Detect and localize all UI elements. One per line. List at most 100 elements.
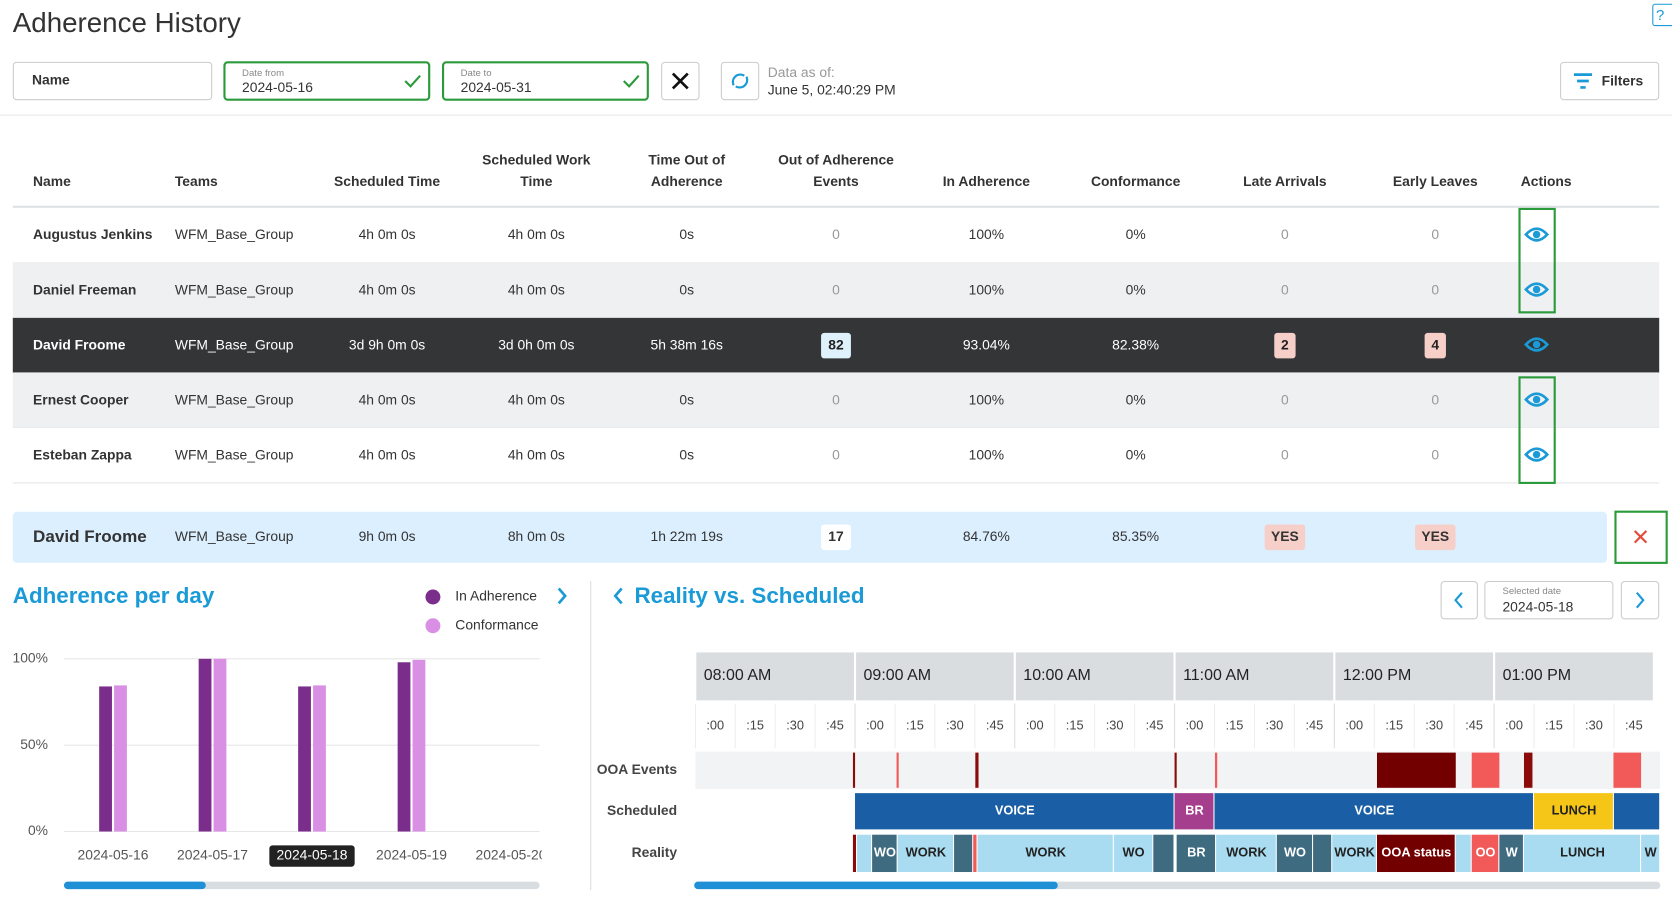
column-header: Scheduled Time	[334, 173, 440, 189]
timeline-title: Reality vs. Scheduled	[634, 583, 864, 608]
quarter-label: :45	[1465, 717, 1483, 732]
scheduled-block	[1614, 793, 1659, 829]
view-icon-pupil[interactable]	[1533, 396, 1540, 403]
quarter-label: :45	[1146, 717, 1164, 732]
ooa-event	[1472, 753, 1500, 788]
block-label: WORK	[1025, 845, 1066, 860]
view-icon-pupil[interactable]	[1533, 231, 1540, 238]
quarter-label: :30	[946, 717, 964, 732]
block-label: OOA status	[1381, 845, 1451, 860]
cell: 4h 0m 0s	[508, 391, 565, 407]
block-label: WORK	[906, 845, 947, 860]
cell: WFM_Base_Group	[175, 446, 294, 462]
back-arrow[interactable]	[615, 588, 621, 603]
cell: 82.38%	[1112, 336, 1159, 352]
cell: WFM_Base_Group	[175, 281, 294, 297]
column-header: Time Out of	[648, 152, 725, 168]
column-header: Scheduled Work	[482, 152, 591, 168]
refresh-button[interactable]	[721, 62, 758, 99]
cell: 0	[1431, 446, 1439, 462]
next-arrow[interactable]	[559, 588, 565, 603]
scrollbar-thumb[interactable]	[694, 882, 1058, 889]
y-tick-label: 100%	[13, 649, 48, 665]
reality-block	[853, 835, 856, 872]
selected-date-label: Selected date	[1502, 586, 1561, 597]
cell: 0%	[1126, 391, 1146, 407]
row-label: OOA Events	[597, 761, 678, 777]
reality-block	[857, 835, 871, 872]
cell: 0	[1281, 226, 1289, 242]
cell: 0	[832, 391, 840, 407]
cell: WFM_Base_Group	[175, 391, 294, 407]
ooa-event	[975, 753, 978, 788]
data-as-of-value: June 5, 02:40:29 PM	[768, 81, 896, 97]
view-icon-pupil[interactable]	[1533, 341, 1540, 348]
filters-label: Filters	[1602, 73, 1644, 89]
scrollbar-thumb[interactable]	[64, 882, 206, 889]
help-icon[interactable]: ?	[1656, 7, 1664, 24]
cell: 4h 0m 0s	[508, 446, 565, 462]
cell: 0	[1431, 226, 1439, 242]
prev-date-button[interactable]	[1441, 582, 1477, 619]
ooa-event	[1215, 753, 1217, 788]
column-header: Time	[520, 173, 552, 189]
x-tick-label: 2024-05-17	[177, 847, 248, 863]
reality-block	[973, 835, 976, 872]
quarter-label: :00	[1186, 717, 1204, 732]
timeline: OOA EventsScheduledReality08:00 AM:00:15…	[597, 652, 1661, 872]
reality-block	[1456, 835, 1471, 872]
block-label: BR	[1185, 803, 1203, 818]
column-header: In Adherence	[943, 173, 1031, 189]
legend-swatch	[425, 590, 440, 605]
summary-cell: 8h 0m 0s	[508, 528, 565, 544]
cell: 100%	[969, 281, 1004, 297]
ooa-event	[853, 753, 855, 788]
date-from-label: Date from	[242, 68, 284, 79]
block-label: WORK	[1334, 845, 1375, 860]
view-icon-pupil[interactable]	[1533, 286, 1540, 293]
column-header: Events	[813, 173, 859, 189]
cell: 93.04%	[963, 336, 1010, 352]
row-label: Reality	[632, 844, 678, 860]
block-label: OO	[1476, 845, 1496, 860]
cell: 3d 9h 0m 0s	[349, 336, 425, 352]
hour-label: 10:00 AM	[1023, 667, 1091, 684]
cell: 0%	[1126, 226, 1146, 242]
agent-name: Augustus Jenkins	[33, 226, 153, 242]
cell: 4h 0m 0s	[508, 281, 565, 297]
cell: 100%	[969, 226, 1004, 242]
agent-name: Esteban Zappa	[33, 446, 132, 462]
cell: 0	[832, 226, 840, 242]
cell: 0	[1431, 281, 1439, 297]
y-tick-label: 50%	[20, 736, 48, 752]
block-label: LUNCH	[1552, 803, 1597, 818]
summary-name: David Froome	[33, 527, 147, 546]
summary-cell: 1h 22m 19s	[650, 528, 723, 544]
hour-label: 01:00 PM	[1503, 667, 1571, 684]
cell: 0%	[1126, 281, 1146, 297]
view-icon-pupil[interactable]	[1533, 451, 1540, 458]
cell: 0s	[679, 446, 694, 462]
quarter-label: :45	[826, 717, 844, 732]
block-label: WORK	[1226, 845, 1267, 860]
bar	[199, 659, 212, 832]
quarter-label: :15	[1545, 717, 1563, 732]
cell: 0	[1281, 281, 1289, 297]
cell: 4h 0m 0s	[359, 226, 416, 242]
cell: 0	[1431, 391, 1439, 407]
name-placeholder: Name	[32, 72, 70, 88]
x-tick-label: 2024-05-20	[476, 847, 547, 863]
next-date-button[interactable]	[1621, 582, 1658, 619]
legend-swatch	[425, 618, 440, 633]
ooa-event	[1613, 753, 1641, 788]
ooa-event	[1377, 753, 1456, 788]
cell: WFM_Base_Group	[175, 336, 294, 352]
cell: 0	[1281, 391, 1289, 407]
column-header: Actions	[1521, 173, 1572, 189]
quarter-label: :15	[1066, 717, 1084, 732]
quarter-label: :45	[986, 717, 1004, 732]
x-tick-label: 2024-05-18	[277, 847, 348, 863]
summary-cell: 84.76%	[963, 528, 1010, 544]
block-label: WO	[1284, 845, 1306, 860]
